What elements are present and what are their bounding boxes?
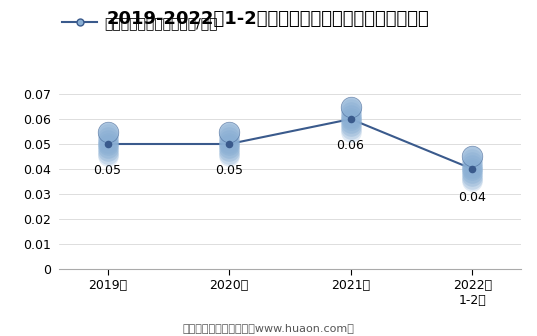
Point [225, 137, 234, 142]
Point [225, 132, 234, 137]
Point [225, 129, 234, 134]
Point [346, 118, 355, 123]
Point [104, 134, 112, 140]
Point [468, 168, 476, 173]
Point [346, 112, 355, 118]
Text: 2019-2022年1-2月郑州商品交易所甲醇期权成交均价: 2019-2022年1-2月郑州商品交易所甲醇期权成交均价 [107, 10, 430, 28]
Point [225, 154, 234, 159]
Point [346, 104, 355, 109]
Point [104, 132, 112, 137]
Point [104, 148, 112, 154]
Point [104, 129, 112, 134]
Point [346, 129, 355, 134]
Point [468, 154, 476, 159]
Point [468, 154, 476, 159]
Text: 0.06: 0.06 [336, 139, 364, 152]
Point [104, 145, 112, 151]
Point [468, 179, 476, 184]
Text: 0.05: 0.05 [215, 164, 243, 177]
Point [104, 141, 112, 147]
Text: 0.04: 0.04 [458, 192, 485, 204]
Text: 0.05: 0.05 [93, 164, 121, 177]
Point [104, 140, 112, 145]
Point [225, 134, 234, 140]
Point [468, 157, 476, 162]
Point [346, 121, 355, 126]
Point [468, 176, 476, 181]
Point [225, 151, 234, 156]
Point [346, 110, 355, 115]
Point [468, 159, 476, 165]
Point [104, 137, 112, 142]
Point [346, 115, 355, 120]
Point [468, 166, 476, 172]
Point [468, 173, 476, 178]
Point [225, 140, 234, 145]
Point [104, 143, 112, 148]
Point [225, 141, 234, 147]
Point [346, 123, 355, 129]
Point [468, 162, 476, 167]
Text: 制图：华经产业研究院（www.huaon.com）: 制图：华经产业研究院（www.huaon.com） [183, 323, 354, 333]
Point [104, 154, 112, 159]
Point [346, 116, 355, 122]
Point [468, 170, 476, 176]
Point [104, 129, 112, 134]
Point [468, 165, 476, 170]
Point [225, 145, 234, 151]
Point [225, 148, 234, 154]
Point [346, 104, 355, 109]
Point [346, 107, 355, 112]
Point [104, 151, 112, 156]
Point [346, 126, 355, 131]
Legend: 甲醇期权成交均价（万元/手）: 甲醇期权成交均价（万元/手） [57, 10, 223, 35]
Point [225, 143, 234, 148]
Point [225, 129, 234, 134]
